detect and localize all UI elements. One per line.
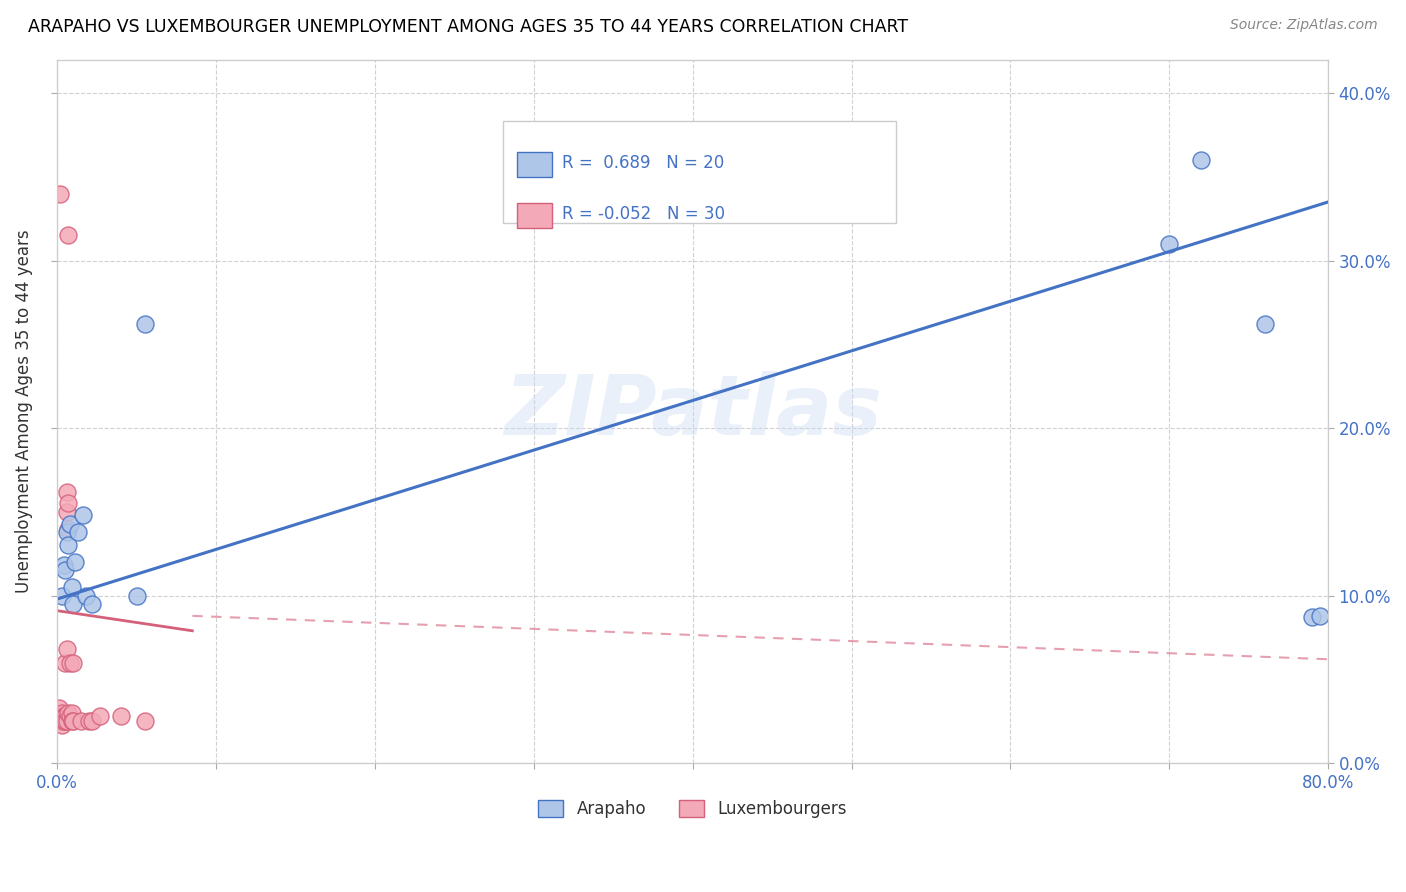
Point [53, 714, 76, 729]
Point [72, 508, 94, 523]
Point [49, 709, 72, 723]
Point [51, 717, 73, 731]
Point [1301, 610, 1323, 624]
Point [48, 701, 70, 715]
Point [60, 706, 83, 720]
Point [49, 186, 72, 201]
Text: ARAPAHO VS LUXEMBOURGER UNEMPLOYMENT AMONG AGES 35 TO 44 YEARS CORRELATION CHART: ARAPAHO VS LUXEMBOURGER UNEMPLOYMENT AMO… [28, 18, 908, 36]
Point [52, 709, 75, 723]
Point [62, 714, 84, 729]
Text: R =  0.689   N = 20: R = 0.689 N = 20 [562, 153, 724, 172]
Point [56, 642, 79, 657]
Text: ZIPatlas: ZIPatlas [503, 371, 882, 452]
Point [53, 656, 76, 670]
Point [125, 589, 148, 603]
Point [51, 706, 73, 720]
Point [52, 714, 75, 729]
Point [110, 709, 132, 723]
Text: R = -0.052   N = 30: R = -0.052 N = 30 [562, 205, 724, 223]
Point [56, 484, 79, 499]
Point [53, 564, 76, 578]
Point [134, 714, 156, 729]
Point [51, 589, 73, 603]
Point [56, 505, 79, 519]
Point [53, 709, 76, 723]
Point [82, 597, 104, 611]
Point [58, 496, 80, 510]
Point [58, 538, 80, 552]
Point [62, 656, 84, 670]
Point [59, 709, 82, 723]
Point [1159, 236, 1181, 251]
Point [58, 228, 80, 243]
Point [52, 558, 75, 573]
Point [51, 714, 73, 729]
Point [1189, 153, 1212, 167]
Point [58, 522, 80, 536]
Point [59, 516, 82, 531]
Point [62, 597, 84, 611]
Point [59, 656, 82, 670]
Point [77, 714, 100, 729]
Point [75, 589, 97, 603]
Point [56, 524, 79, 539]
Point [66, 524, 89, 539]
Point [56, 714, 79, 729]
Point [82, 714, 104, 729]
Point [134, 318, 156, 332]
Y-axis label: Unemployment Among Ages 35 to 44 years: Unemployment Among Ages 35 to 44 years [15, 229, 32, 593]
Point [60, 580, 83, 594]
Point [58, 706, 80, 720]
Point [70, 714, 93, 729]
Point [1253, 318, 1275, 332]
Point [60, 714, 83, 729]
Point [1309, 608, 1331, 623]
Text: Source: ZipAtlas.com: Source: ZipAtlas.com [1230, 18, 1378, 32]
Legend: Arapaho, Luxembourgers: Arapaho, Luxembourgers [531, 794, 853, 825]
Point [49, 714, 72, 729]
Point [89, 709, 111, 723]
Point [63, 555, 86, 569]
